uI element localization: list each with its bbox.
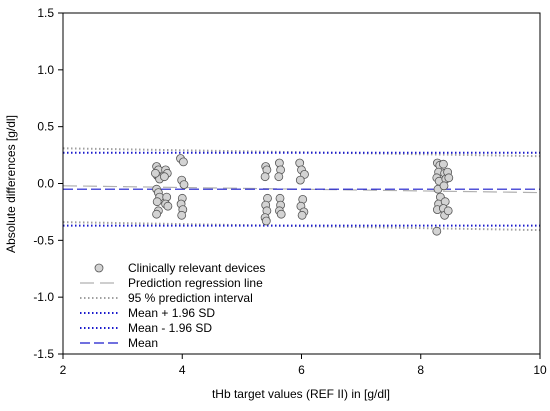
x-tick-label: 4: [179, 363, 186, 377]
y-axis-label: Absolute differences [g/dl]: [4, 115, 18, 253]
data-point: [276, 209, 286, 219]
plot-frame: [62, 12, 541, 355]
data-point: [178, 157, 188, 167]
data-point: [179, 180, 189, 190]
y-tick-label: 0.5: [37, 120, 54, 134]
legend-label: 95 % prediction interval: [128, 291, 253, 305]
data-point: [177, 210, 187, 220]
data-point: [163, 201, 173, 211]
legend-label: Mean - 1.96 SD: [128, 321, 212, 335]
y-tick-label: 0.0: [37, 177, 54, 191]
data-point: [443, 206, 453, 216]
legend-entry: Clinically relevant devices: [94, 261, 265, 275]
x-tick-label: 10: [533, 363, 547, 377]
legend-entry: Mean: [80, 336, 158, 350]
data-point: [297, 210, 307, 220]
y-tick-label: -1.5: [33, 347, 54, 361]
data-point: [274, 172, 284, 182]
data-point: [261, 216, 271, 226]
legend-entry: Mean - 1.96 SD: [80, 321, 212, 335]
axis-ticks: 2 4 6 8 10 -1.5 -1.0 -0.5 0.0 0.5 1.0 1.5: [33, 6, 547, 377]
data-point: [152, 197, 162, 207]
x-tick-label: 6: [298, 363, 305, 377]
plot-data-layer: [62, 147, 541, 236]
legend-label: Prediction regression line: [128, 276, 263, 290]
legend-entry: Prediction regression line: [80, 276, 263, 290]
legend-label: Mean + 1.96 SD: [128, 306, 215, 320]
data-point: [152, 209, 162, 219]
legend-label: Clinically relevant devices: [128, 261, 265, 275]
data-point: [260, 172, 270, 182]
y-tick-label: 1.0: [37, 63, 54, 77]
y-tick-label: -0.5: [33, 233, 54, 247]
x-tick-label: 8: [417, 363, 424, 377]
data-point: [159, 172, 169, 182]
data-point: [432, 226, 442, 236]
x-axis-label: tHb target values (REF II) in [g/dl]: [212, 387, 390, 401]
legend-entry: Mean + 1.96 SD: [80, 306, 215, 320]
legend-entry: 95 % prediction interval: [80, 291, 253, 305]
data-point: [150, 168, 160, 178]
y-tick-label: 1.5: [37, 6, 54, 20]
data-point: [295, 175, 305, 185]
legend-marker: [94, 263, 104, 273]
x-tick-label: 2: [60, 363, 67, 377]
data-point: [438, 159, 448, 169]
data-point: [439, 181, 449, 191]
data-point: [444, 173, 454, 183]
y-tick-label: -1.0: [33, 290, 54, 304]
legend-label: Mean: [128, 336, 158, 350]
